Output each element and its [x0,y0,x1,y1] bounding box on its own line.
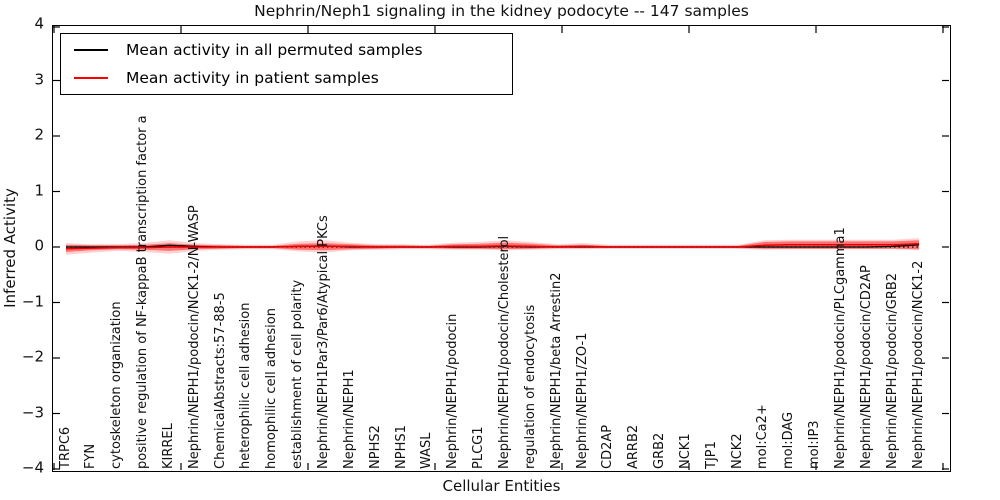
y-tick-label: −3 [21,403,44,422]
x-category-label: mol:DAG [781,411,797,469]
x-category-label: Nephrin/NEPH1Par3/Par6/Atypical PKCs [316,215,331,469]
plot-area [52,25,951,472]
legend: Mean activity in all permuted samples Me… [60,33,513,95]
legend-entry-permuted: Mean activity in all permuted samples [61,37,512,63]
x-category-label: cytoskeleton organization [109,301,125,469]
x-category-label: KIRREL [160,423,176,469]
legend-line-permuted [74,48,108,51]
x-category-label: WASL [419,432,435,469]
x-category-label: NCK1 [677,433,693,469]
x-category-label: Nephrin/NEPH1/ZO-1 [574,332,590,469]
x-category-label: ARRB2 [626,424,642,469]
y-tick-label: 3 [34,70,44,89]
x-axis-label: Cellular Entities [442,477,561,495]
x-category-label: Nephrin/NEPH1/podocin/CD2AP [858,265,874,469]
x-category-label: regulation of endocytosis [522,304,538,469]
x-category-label: Nephrin/NEPH1/podocin/NCK1-2/N-WASP [186,205,202,469]
x-category-label: mol:Ca2+ [755,404,771,469]
x-category-label: Nephrin/NEPH1/podocin [445,313,461,469]
x-category-label: NPHS2 [367,425,383,469]
legend-entry-patient: Mean activity in patient samples [61,65,512,91]
x-category-label: NCK2 [729,433,745,469]
chart-title: Nephrin/Neph1 signaling in the kidney po… [254,2,749,20]
y-tick-label: 2 [34,125,44,144]
legend-label-patient: Mean activity in patient samples [126,69,379,88]
patient-mean-line [65,242,920,250]
x-category-label: Nephrin/NEPH1/podocin/PLCgamma1 [833,227,848,469]
x-category-label: mol:IP3 [807,420,823,469]
x-category-label: CD2AP [600,424,616,469]
y-tick-label: 0 [34,236,44,255]
x-category-label: Nephrin/NEPH1/beta Arrestin2 [548,272,564,470]
x-category-label: NPHS1 [393,425,409,469]
x-category-label: establishment of cell polarity [290,279,306,469]
y-tick-label: −2 [21,347,44,366]
x-category-label: TJP1 [703,441,719,469]
y-tick-label: −1 [21,292,44,311]
x-category-label: homophilic cell adhesion [264,308,280,469]
x-category-label: Nephrin/NEPH1/podocin/GRB2 [884,272,900,469]
y-tick-label: 4 [34,14,44,33]
x-category-label: ChemicalAbstracts:57-88-5 [212,292,228,469]
x-category-label: GRB2 [652,432,668,469]
x-category-label: FYN [83,443,99,469]
legend-label-permuted: Mean activity in all permuted samples [126,40,423,59]
x-category-label: PLCG1 [471,426,487,469]
x-category-label: positive regulation of NF-kappaB transcr… [135,115,151,469]
x-category-label: Nephrin/NEPH1 [341,369,357,469]
legend-line-patient [74,77,108,80]
y-tick-label: −4 [21,458,44,477]
x-category-label: TRPC6 [57,426,73,469]
x-category-label: Nephrin/NEPH1/podocin/Cholesterol [496,235,512,469]
y-tick-label: 1 [34,181,44,200]
chart-canvas [53,26,949,470]
x-category-label: heterophilic cell adhesion [238,302,254,470]
x-category-label: Nephrin/NEPH1/podocin/NCK1-2 [910,260,926,469]
